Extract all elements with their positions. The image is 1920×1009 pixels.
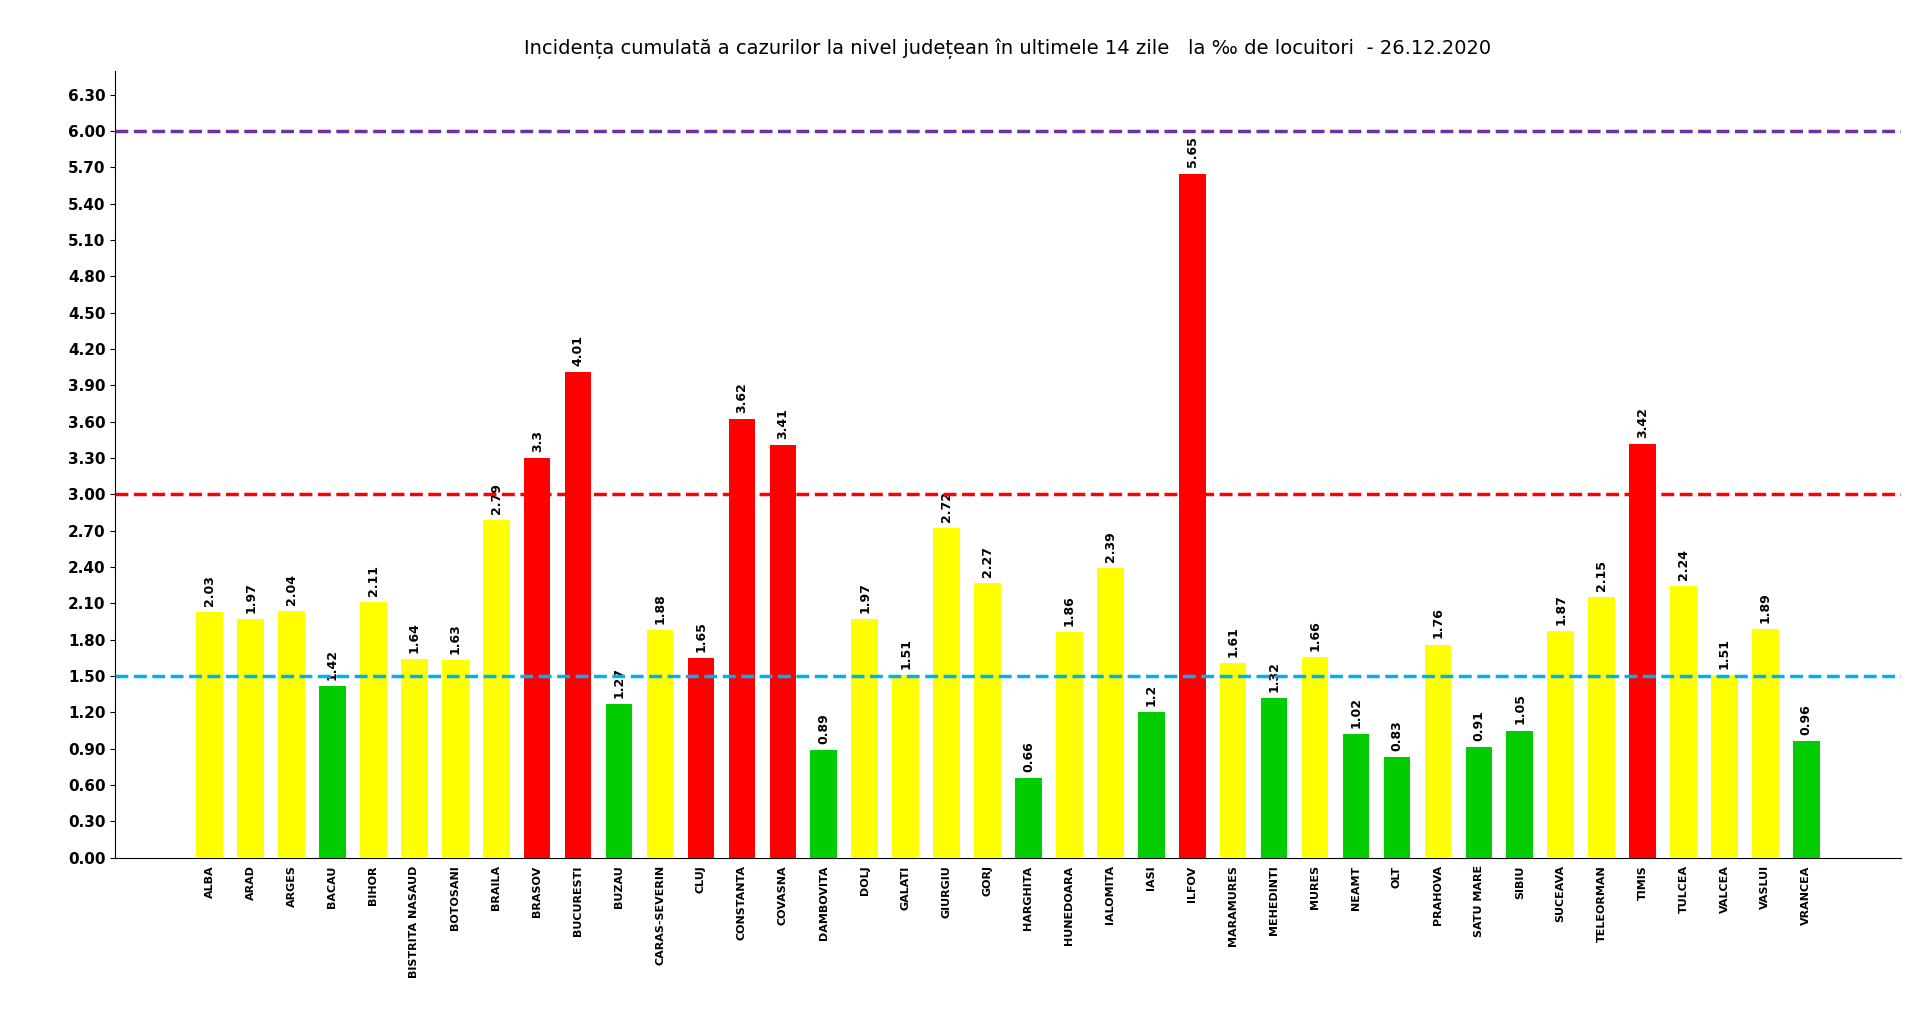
Bar — [1588, 597, 1615, 858]
Bar — [1016, 778, 1043, 858]
Text: 2.27: 2.27 — [981, 546, 995, 577]
Text: 0.83: 0.83 — [1390, 720, 1404, 751]
Bar — [728, 420, 755, 858]
Bar — [1465, 748, 1492, 858]
Bar — [1219, 663, 1246, 858]
Text: 2.03: 2.03 — [204, 575, 217, 605]
Bar — [1670, 586, 1697, 858]
Text: 3.62: 3.62 — [735, 382, 749, 414]
Text: 1.63: 1.63 — [449, 624, 463, 654]
Bar — [319, 686, 346, 858]
Bar — [361, 602, 386, 858]
Bar — [1630, 444, 1655, 858]
Bar — [687, 658, 714, 858]
Bar — [564, 372, 591, 858]
Bar — [1753, 629, 1778, 858]
Bar — [1711, 675, 1738, 858]
Text: 1.87: 1.87 — [1553, 594, 1567, 626]
Text: 2.15: 2.15 — [1596, 560, 1609, 591]
Text: 0.96: 0.96 — [1799, 704, 1812, 736]
Text: 3.3: 3.3 — [530, 430, 543, 452]
Bar — [1261, 698, 1288, 858]
Bar — [278, 610, 305, 858]
Text: 1.97: 1.97 — [244, 582, 257, 613]
Bar — [1302, 657, 1329, 858]
Text: 4.01: 4.01 — [572, 335, 584, 366]
Text: 1.65: 1.65 — [695, 621, 707, 652]
Text: 3.41: 3.41 — [776, 408, 789, 439]
Bar — [484, 520, 509, 858]
Text: 1.76: 1.76 — [1432, 607, 1444, 639]
Bar — [1793, 742, 1820, 858]
Text: 1.61: 1.61 — [1227, 626, 1240, 657]
Bar — [1548, 632, 1574, 858]
Text: 3.42: 3.42 — [1636, 407, 1649, 438]
Bar — [647, 630, 674, 858]
Bar — [973, 583, 1000, 858]
Bar — [238, 620, 263, 858]
Text: 1.86: 1.86 — [1064, 595, 1075, 627]
Bar — [1425, 645, 1452, 858]
Bar — [1384, 757, 1409, 858]
Bar — [196, 611, 223, 858]
Text: 1.27: 1.27 — [612, 667, 626, 698]
Text: 0.89: 0.89 — [818, 713, 829, 744]
Bar — [1096, 568, 1123, 858]
Bar — [893, 675, 920, 858]
Text: 1.64: 1.64 — [407, 623, 420, 653]
Text: 2.39: 2.39 — [1104, 532, 1117, 562]
Bar — [1507, 731, 1532, 858]
Text: 2.24: 2.24 — [1676, 549, 1690, 580]
Text: 5.65: 5.65 — [1187, 136, 1198, 167]
Text: 1.97: 1.97 — [858, 582, 872, 613]
Text: 1.66: 1.66 — [1309, 620, 1321, 651]
Text: 1.02: 1.02 — [1350, 697, 1363, 728]
Text: 0.91: 0.91 — [1473, 710, 1486, 742]
Bar — [1139, 712, 1165, 858]
Bar — [524, 458, 551, 858]
Bar — [401, 659, 428, 858]
Text: 1.51: 1.51 — [1718, 638, 1732, 669]
Text: 1.89: 1.89 — [1759, 592, 1772, 623]
Bar — [770, 445, 797, 858]
Text: 1.42: 1.42 — [326, 649, 340, 680]
Text: 1.88: 1.88 — [653, 593, 666, 624]
Bar — [1179, 174, 1206, 858]
Bar — [1342, 735, 1369, 858]
Text: 2.04: 2.04 — [284, 573, 298, 604]
Bar — [851, 620, 877, 858]
Text: 2.11: 2.11 — [367, 565, 380, 596]
Bar — [607, 704, 632, 858]
Text: 1.51: 1.51 — [899, 638, 912, 669]
Bar — [442, 660, 468, 858]
Text: 1.2: 1.2 — [1144, 684, 1158, 706]
Text: 2.72: 2.72 — [941, 491, 952, 523]
Bar — [933, 529, 960, 858]
Bar — [810, 750, 837, 858]
Text: 1.05: 1.05 — [1513, 693, 1526, 724]
Text: 0.66: 0.66 — [1021, 741, 1035, 772]
Text: 2.79: 2.79 — [490, 483, 503, 514]
Bar — [1056, 633, 1083, 858]
Text: 1.32: 1.32 — [1267, 661, 1281, 692]
Title: Incidența cumulată a cazurilor la nivel județean în ultimele 14 zile   la ‰ de l: Incidența cumulată a cazurilor la nivel … — [524, 38, 1492, 59]
